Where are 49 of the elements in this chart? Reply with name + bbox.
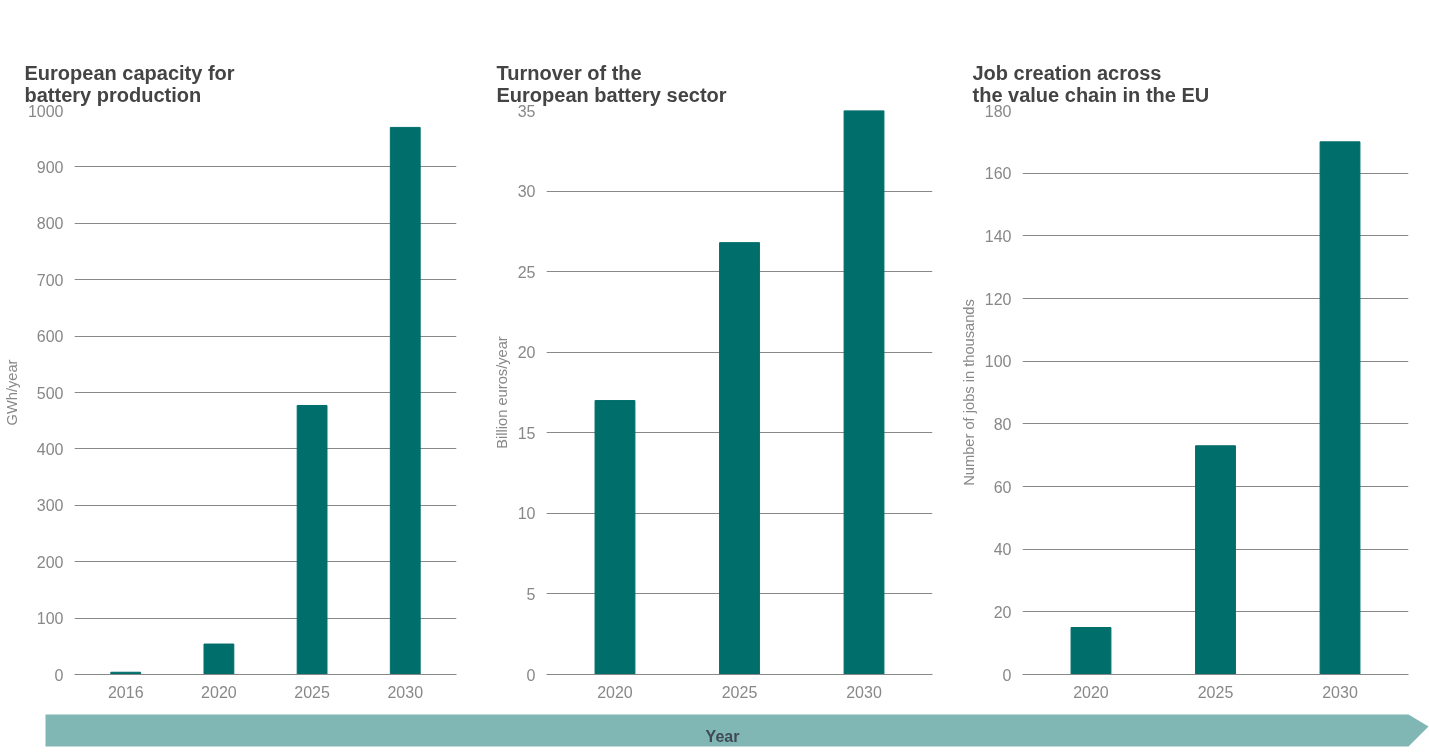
y-axis-title: Number of jobs in thousands	[960, 299, 977, 486]
y-tick-label: 900	[36, 158, 64, 176]
y-tick-label: 100	[36, 610, 64, 628]
x-tick-label: 2025	[721, 683, 758, 701]
y-tick-label: 10	[517, 505, 536, 523]
bar	[1319, 141, 1361, 675]
y-tick-label: 120	[984, 290, 1012, 308]
y-tick-label: 20	[993, 603, 1012, 621]
y-tick-label: 60	[993, 478, 1012, 496]
x-tick-label: 2030	[1322, 683, 1358, 701]
bar	[843, 110, 885, 675]
y-tick-label: 5	[526, 585, 536, 603]
bar	[296, 404, 328, 675]
y-tick-label: 800	[36, 215, 64, 233]
bar	[389, 126, 421, 675]
y-tick-label: 15	[517, 424, 536, 442]
y-tick-label: 600	[36, 328, 64, 346]
x-tick-label: 2020	[597, 683, 633, 701]
x-tick-label: 2016	[107, 683, 144, 701]
y-tick-label: 700	[36, 271, 64, 289]
y-tick-label: 80	[993, 415, 1012, 433]
bar	[594, 400, 636, 675]
y-tick-label: 20	[517, 344, 536, 362]
x-tick-label: 2025	[294, 683, 330, 701]
y-tick-label: 0	[1002, 666, 1012, 684]
y-tick-label: 100	[984, 353, 1012, 371]
x-tick-label: 2030	[846, 683, 882, 701]
y-tick-label: 0	[54, 666, 64, 684]
y-axis-title: Billion euros/year	[493, 336, 510, 449]
y-tick-label: 30	[517, 183, 536, 201]
y-tick-label: 200	[36, 553, 64, 571]
y-tick-label: 40	[993, 541, 1012, 559]
bar	[719, 242, 760, 675]
x-tick-label: 2025	[1197, 683, 1234, 701]
y-tick-label: 140	[984, 227, 1012, 245]
bar	[1195, 445, 1236, 675]
y-tick-label: 400	[36, 440, 64, 458]
y-tick-label: 25	[517, 263, 536, 281]
y-tick-label: 300	[36, 497, 64, 515]
y-tick-label: 160	[984, 165, 1012, 183]
y-axis-title: GWh/year	[3, 359, 20, 426]
y-tick-label: 500	[36, 384, 64, 402]
x-tick-label: 2020	[1073, 683, 1109, 701]
bar	[203, 643, 235, 675]
bar	[1070, 627, 1112, 675]
y-tick-label: 0	[526, 666, 536, 684]
x-axis-title: Year	[705, 727, 740, 745]
x-tick-label: 2030	[387, 683, 424, 701]
x-tick-label: 2020	[201, 683, 237, 701]
